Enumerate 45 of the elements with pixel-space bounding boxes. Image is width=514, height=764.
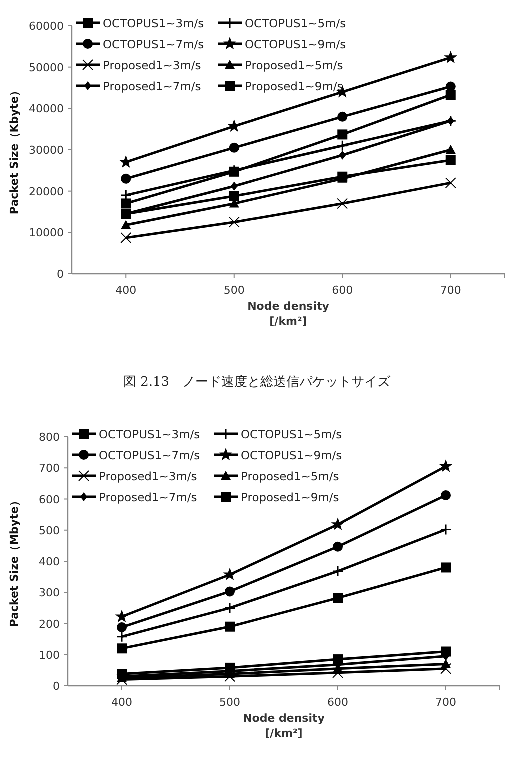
legend-label: Proposed1~3m/s (103, 58, 202, 72)
y-tick-label: 500 (39, 524, 60, 538)
x-tick-label: 400 (116, 284, 137, 297)
legend-label: OCTOPUS1~5m/s (241, 428, 342, 442)
y-tick-label: 600 (39, 493, 60, 506)
x-tick-label: 700 (436, 696, 456, 709)
legend-label: OCTOPUS1~9m/s (241, 448, 342, 462)
y-tick-label: 200 (39, 618, 60, 631)
y-tick-label: 300 (39, 586, 60, 600)
y-axis-title: Packet Size（Kbyte） (8, 85, 21, 215)
y-tick-label: 400 (39, 556, 60, 568)
legend-label: Proposed1~7m/s (103, 80, 202, 94)
y-tick-label: 10000 (29, 226, 64, 240)
y-tick-label: 100 (39, 648, 60, 662)
legend-label: OCTOPUS1~7m/s (103, 38, 204, 52)
x-tick-label: 500 (224, 284, 245, 297)
legend-label: OCTOPUS1~9m/s (245, 38, 346, 52)
legend-label: Proposed1~3m/s (99, 470, 198, 484)
legend-label: Proposed1~7m/s (99, 490, 198, 504)
y-tick-label: 0 (57, 268, 64, 281)
y-tick-label: 30000 (29, 144, 64, 157)
x-tick-label: 600 (332, 284, 354, 297)
x-tick-label: 500 (220, 696, 240, 709)
legend-label: Proposed1~9m/s (241, 490, 340, 504)
legend-label: OCTOPUS1~5m/s (245, 16, 346, 30)
x-tick-label: 600 (328, 696, 348, 709)
y-tick-label: 50000 (29, 61, 64, 74)
legend-label: Proposed1~9m/s (245, 80, 344, 94)
y-axis-title: Packet Size（Mbyte） (8, 496, 21, 628)
x-axis-title: Node density [/km²] (248, 300, 330, 328)
x-axis-title: Node density [/km²] (243, 712, 325, 740)
legend-label: Proposed1~5m/s (245, 58, 344, 72)
legend-label: OCTOPUS1~3m/s (103, 16, 204, 30)
y-tick-label: 0 (53, 680, 60, 693)
legend-label: OCTOPUS1~3m/s (99, 428, 200, 442)
x-tick-label: 700 (440, 284, 462, 297)
y-tick-label: 60000 (29, 20, 64, 33)
y-tick-label: 40000 (29, 102, 64, 116)
legend-label: OCTOPUS1~7m/s (99, 448, 200, 462)
caption: 図 2.13 ノード速度と総送信パケットサイズ (123, 374, 392, 390)
y-tick-label: 20000 (29, 185, 64, 198)
x-tick-label: 400 (112, 696, 132, 709)
y-tick-label: 700 (39, 462, 60, 476)
legend-label: Proposed1~5m/s (241, 470, 340, 484)
y-tick-label: 800 (39, 431, 60, 444)
